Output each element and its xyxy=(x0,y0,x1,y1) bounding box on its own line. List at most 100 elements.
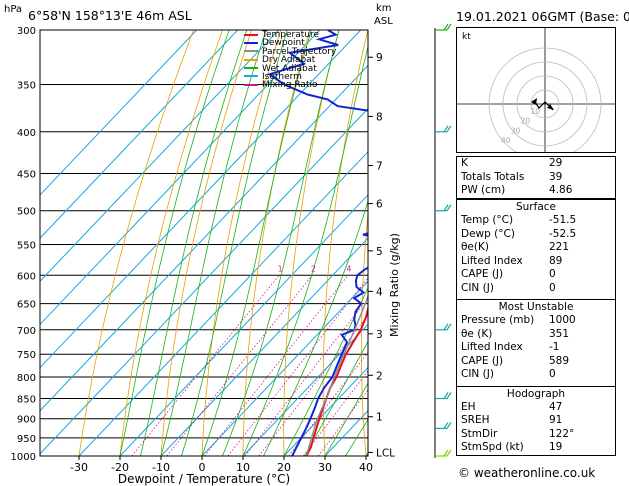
legend-item: Temperature xyxy=(244,31,336,40)
parcel-trajectory-line xyxy=(305,294,368,456)
hodo-kt-label: kt xyxy=(462,32,471,42)
dry-adiabat-line xyxy=(283,30,340,456)
km-tick-label: 5 xyxy=(376,246,383,258)
dry-adiabat-line xyxy=(78,30,194,456)
km-tick-label: 4 xyxy=(376,286,383,298)
pressure-tick-label: 600 xyxy=(17,271,36,282)
legend-item: Dewpoint xyxy=(244,38,336,49)
most-unstable-row: θe (K) 351 xyxy=(457,328,615,342)
most-unstable-key: CAPE (J) xyxy=(461,354,504,367)
km-tick-label: 9 xyxy=(376,52,383,64)
hodograph-stat-key: SREH xyxy=(461,414,490,426)
mixing-ratio-line xyxy=(303,370,368,456)
isotherm-line xyxy=(40,107,368,455)
hodo-ring-label: 10 xyxy=(530,107,540,116)
wet-adiabat-line xyxy=(160,30,267,456)
mixing-ratio-label: 20 xyxy=(437,264,447,273)
hodo-ring xyxy=(516,75,574,133)
most-unstable-value: 351 xyxy=(549,327,570,340)
km-label: km xyxy=(376,3,392,14)
legend-label: Wet Adiabat xyxy=(262,63,317,74)
wet-adiabat-line xyxy=(242,44,368,456)
x-tick-label: 40 xyxy=(359,461,373,474)
mixing-ratio-line xyxy=(204,275,349,456)
hpa-label: hPa xyxy=(4,4,23,15)
most-unstable-value: 1000 xyxy=(549,314,576,326)
x-tick-label: 20 xyxy=(277,461,291,474)
index-key: K xyxy=(461,157,468,169)
isotherm-line xyxy=(40,30,280,282)
hodograph-stat-value: 122° xyxy=(549,427,575,440)
surface-section: Surface Temp (°C) -51.5 Dewp (°C) -52.5 θe(K… xyxy=(457,200,615,295)
hodograph-stat-value: 47 xyxy=(549,400,563,413)
most-unstable-key: CIN (J) xyxy=(461,368,494,380)
isotherm-line xyxy=(40,64,368,412)
surface-key: θe(K) xyxy=(461,241,489,253)
x-tick-label: 0 xyxy=(199,461,206,474)
x-tick-label: -10 xyxy=(152,461,170,474)
km-tick-label: LCL xyxy=(376,447,395,459)
wind-barb xyxy=(435,422,452,430)
pressure-tick-label: 550 xyxy=(17,240,36,251)
index-key: Totals Totals xyxy=(461,170,525,183)
wind-barb xyxy=(435,204,452,212)
hodo-arrow xyxy=(547,104,554,110)
most-unstable-row: Pressure (mb) 1000 xyxy=(457,314,615,328)
most-unstable-key: Lifted Index xyxy=(461,341,523,353)
legend-label: Dewpoint xyxy=(262,38,305,49)
most-unstable-row: CIN (J) 0 xyxy=(457,368,615,382)
index-row: Totals Totals 39 xyxy=(457,171,615,185)
pressure-tick-label: 650 xyxy=(17,300,36,311)
wind-barb xyxy=(435,125,452,133)
most-unstable-title: Most Unstable xyxy=(498,301,574,313)
hodo-ring xyxy=(502,61,588,147)
wet-adiabat-line xyxy=(324,382,368,456)
legend-swatch xyxy=(244,41,258,44)
hodograph-stat-row: EH 47 xyxy=(457,401,615,415)
dry-adiabat-line xyxy=(201,30,282,456)
legend: Temperature Dewpoint Parcel Trajectory Dry … xyxy=(244,31,336,90)
pressure-tick-label: 300 xyxy=(17,26,36,37)
hodo-ring xyxy=(530,89,560,119)
hodograph-stat-row: StmSpd (kt) 19 xyxy=(457,441,615,455)
legend-item: Parcel Trajectory xyxy=(244,47,336,56)
location-title: 6°58'N 158°13'E 46m ASL xyxy=(28,8,192,23)
surface-value: 0 xyxy=(549,281,556,294)
hodograph-title: Hodograph xyxy=(506,387,566,400)
wind-barb xyxy=(435,23,452,31)
credit: © weatheronline.co.uk xyxy=(458,466,596,480)
surface-value: 0 xyxy=(549,268,556,280)
km-tick-label: 3 xyxy=(376,329,383,341)
km-tick-label: 8 xyxy=(376,111,383,123)
pressure-tick-label: 350 xyxy=(17,81,36,92)
isotherm-line xyxy=(40,30,239,239)
mixing-ratio-label: 16 xyxy=(424,264,434,273)
mixing-ratio-label: 6 xyxy=(369,264,374,273)
surface-value: -52.5 xyxy=(549,227,577,240)
valid-time: 19.01.2021 06GMT (Base: 00) xyxy=(456,9,629,24)
hodograph-stat-key: StmDir xyxy=(461,427,498,440)
most-unstable-value: 0 xyxy=(549,368,556,380)
pressure-tick-label: 700 xyxy=(17,326,36,337)
wet-adiabat-line xyxy=(283,286,368,456)
legend-label: Mixing Ratio xyxy=(262,80,318,91)
hodo-arrow xyxy=(531,98,537,105)
most-unstable-key: Pressure (mb) xyxy=(461,314,535,326)
x-tick-label: -20 xyxy=(111,461,129,474)
hodograph-section: Hodograph EH 47 SREH 91 StmDir 122° StmSpd (kt… xyxy=(457,385,615,455)
legend-item: Wet Adiabat xyxy=(244,63,336,74)
surface-key: Lifted Index xyxy=(461,254,523,267)
dewpoint-line xyxy=(267,30,368,456)
hodo-ring xyxy=(488,47,602,152)
legend-swatch xyxy=(244,50,258,53)
surface-key: CIN (J) xyxy=(461,281,494,294)
hodograph-stat-key: EH xyxy=(461,400,476,413)
legend-item: Isotherm xyxy=(244,72,336,81)
wet-adiabat-line xyxy=(140,30,248,456)
legend-swatch xyxy=(244,83,258,86)
wind-barb xyxy=(435,392,452,400)
wet-adiabat-line xyxy=(201,30,312,456)
x-tick-label: 10 xyxy=(236,461,250,474)
plot-frame xyxy=(39,29,369,457)
